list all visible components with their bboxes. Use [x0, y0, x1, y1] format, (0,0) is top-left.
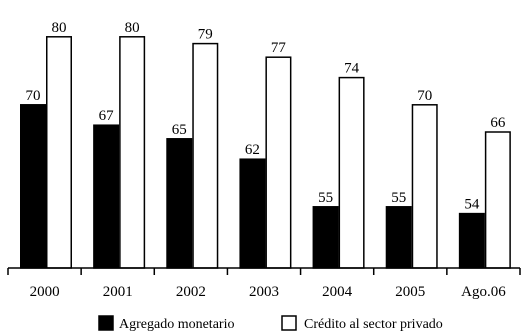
- data-label-credito-sector-privado-Ago.06: 66: [490, 115, 506, 131]
- bar-agregado-monetario-Ago.06: [458, 212, 485, 269]
- data-label-agregado-monetario-2003: 62: [245, 142, 260, 158]
- legend-swatch-agregado-monetario: [98, 315, 114, 331]
- bar-credito-sector-privado-2002: [192, 42, 219, 269]
- bar-agregado-monetario-2003: [239, 158, 266, 269]
- data-label-credito-sector-privado-2003: 77: [271, 40, 287, 56]
- data-label-agregado-monetario-2000: 70: [26, 88, 41, 104]
- data-label-credito-sector-privado-2002: 79: [198, 27, 213, 43]
- data-label-agregado-monetario-2004: 55: [318, 190, 333, 206]
- legend-label-agregado-monetario: Agregado monetario: [119, 317, 234, 331]
- x-tick-label-2002: 2002: [176, 284, 206, 300]
- bar-credito-sector-privado-Ago.06: [484, 131, 511, 269]
- x-tick-label-2000: 2000: [30, 284, 60, 300]
- data-label-credito-sector-privado-2004: 74: [344, 61, 360, 77]
- bar-credito-sector-privado-2000: [46, 36, 72, 269]
- bar-credito-sector-privado-2003: [265, 56, 292, 269]
- bar-agregado-monetario-2004: [312, 206, 339, 269]
- data-label-agregado-monetario-2002: 65: [172, 122, 187, 138]
- bar-credito-sector-privado-2001: [119, 36, 146, 269]
- data-label-agregado-monetario-2005: 55: [391, 190, 406, 206]
- legend-label-credito-sector-privado: Crédito al sector privado: [304, 317, 443, 331]
- bar-agregado-monetario-2002: [166, 138, 193, 269]
- bar-agregado-monetario-2000: [20, 104, 46, 269]
- value-labels-group: 70 80 67 80 65 79 62 77 55 74 55 70 54 66: [26, 20, 506, 213]
- data-label-agregado-monetario-Ago.06: 54: [464, 197, 480, 213]
- bar-credito-sector-privado-2005: [411, 104, 438, 269]
- x-tick-labels-group: 2000 2001 2002 2003 2004 2005 Ago.06: [30, 284, 507, 300]
- bar-agregado-monetario-2001: [93, 124, 120, 269]
- data-label-credito-sector-privado-2005: 70: [417, 88, 432, 104]
- bar-agregado-monetario-2005: [385, 206, 412, 269]
- x-tick-label-2001: 2001: [103, 284, 133, 300]
- data-label-credito-sector-privado-2001: 80: [125, 20, 140, 36]
- x-tick-label-2004: 2004: [322, 284, 353, 300]
- data-label-credito-sector-privado-2000: 80: [52, 20, 67, 36]
- bar-credito-sector-privado-2004: [338, 76, 365, 269]
- x-tick-label-2005: 2005: [395, 284, 425, 300]
- data-label-agregado-monetario-2001: 67: [99, 108, 115, 124]
- legend: Agregado monetario Crédito al sector pri…: [98, 315, 443, 331]
- x-tick-label-Ago.06: Ago.06: [461, 284, 506, 300]
- legend-swatch-credito-sector-privado: [281, 315, 297, 331]
- bars-group: [20, 36, 511, 269]
- x-ticks-group: [7, 268, 521, 275]
- x-tick-label-2003: 2003: [249, 284, 279, 300]
